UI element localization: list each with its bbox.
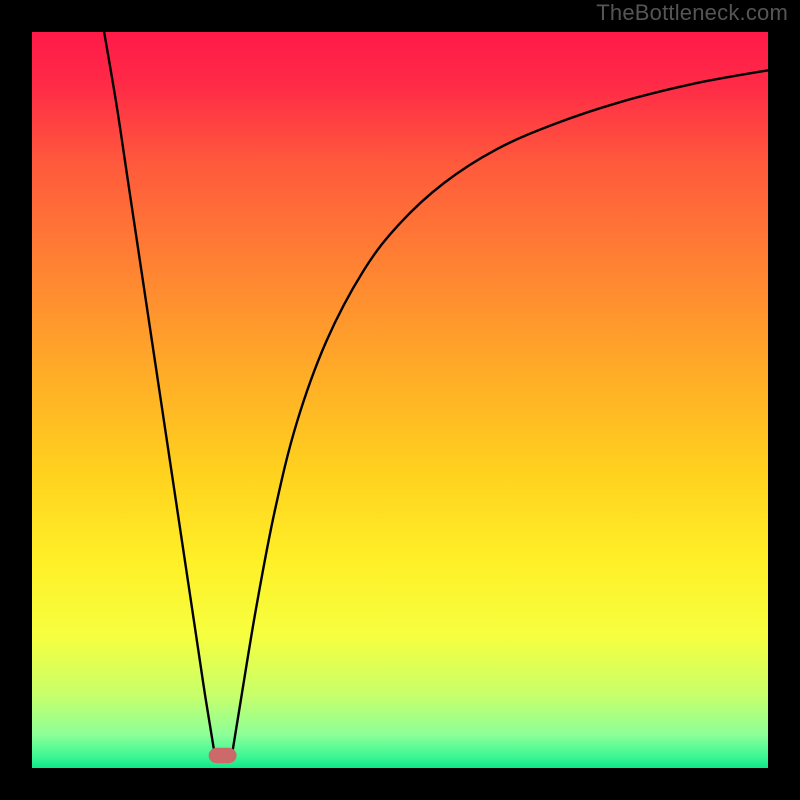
bottleneck-chart: TheBottleneck.com: [0, 0, 800, 800]
min-marker: [209, 748, 237, 763]
gradient-bg: [32, 32, 768, 768]
chart-svg: [0, 0, 800, 800]
watermark-text: TheBottleneck.com: [596, 0, 788, 26]
